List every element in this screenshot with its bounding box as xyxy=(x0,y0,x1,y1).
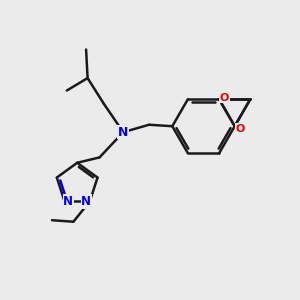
Text: O: O xyxy=(236,124,245,134)
Text: N: N xyxy=(118,126,128,139)
Text: N: N xyxy=(81,195,91,208)
Text: O: O xyxy=(220,93,229,103)
Text: N: N xyxy=(63,195,73,208)
